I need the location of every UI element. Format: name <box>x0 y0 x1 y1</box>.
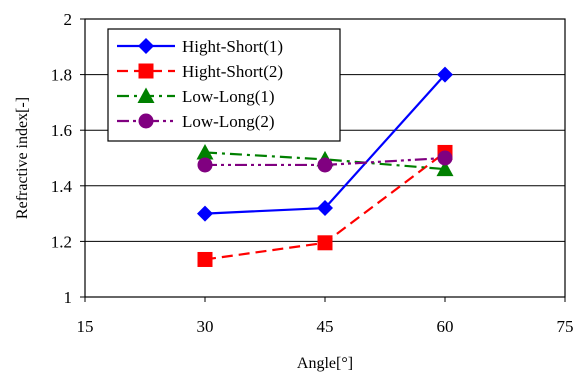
legend-label: Low-Long(1) <box>182 87 275 106</box>
series-4 <box>197 150 453 173</box>
legend: Hight-Short(1) Hight-Short(2) Low-Long(1) L… <box>107 28 341 142</box>
legend-marker <box>138 63 154 79</box>
y-tick-label: 1.6 <box>51 121 72 140</box>
legend-item: Hight-Short(2) <box>117 62 283 81</box>
data-point <box>317 200 333 217</box>
data-point <box>436 160 454 177</box>
x-axis-label: Angle[°] <box>297 355 353 372</box>
legend-label: Low-Long(2) <box>182 112 275 131</box>
x-tick-label: 45 <box>317 317 334 336</box>
data-point <box>317 157 333 173</box>
axes <box>80 18 566 302</box>
legend-marker <box>138 38 154 54</box>
y-tick-labels: 1 1.2 1.4 1.6 1.8 2 <box>51 10 73 307</box>
x-tick-labels: 15 30 45 60 75 <box>77 317 574 336</box>
y-tick-label: 2 <box>64 10 73 29</box>
y-tick-label: 1.8 <box>51 66 72 85</box>
legend-label: Hight-Short(1) <box>182 37 283 56</box>
y-tick-label: 1 <box>64 288 73 307</box>
y-tick-label: 1.2 <box>51 232 72 251</box>
legend-item: Low-Long(1) <box>117 87 275 106</box>
x-tick-label: 30 <box>197 317 214 336</box>
data-point <box>197 205 213 222</box>
legend-marker <box>137 87 155 103</box>
legend-item: Hight-Short(1) <box>117 37 283 56</box>
data-point <box>197 157 213 173</box>
y-axis-label: Refractive index[-] <box>14 97 31 219</box>
legend-label: Hight-Short(2) <box>182 62 283 81</box>
x-tick-label: 60 <box>437 317 454 336</box>
series-1 <box>197 66 453 222</box>
data-point <box>437 66 453 83</box>
plot-frame <box>84 18 566 298</box>
data-point <box>197 251 213 267</box>
data-point <box>196 143 214 160</box>
series-group <box>196 66 454 267</box>
legend-item: Low-Long(2) <box>117 112 275 131</box>
y-tick-label: 1.4 <box>51 177 73 196</box>
legend-marker <box>138 113 154 129</box>
x-tick-label: 75 <box>557 317 574 336</box>
x-tick-label: 15 <box>77 317 94 336</box>
series-line <box>204 151 446 171</box>
data-point <box>437 150 453 166</box>
data-point <box>317 235 333 251</box>
